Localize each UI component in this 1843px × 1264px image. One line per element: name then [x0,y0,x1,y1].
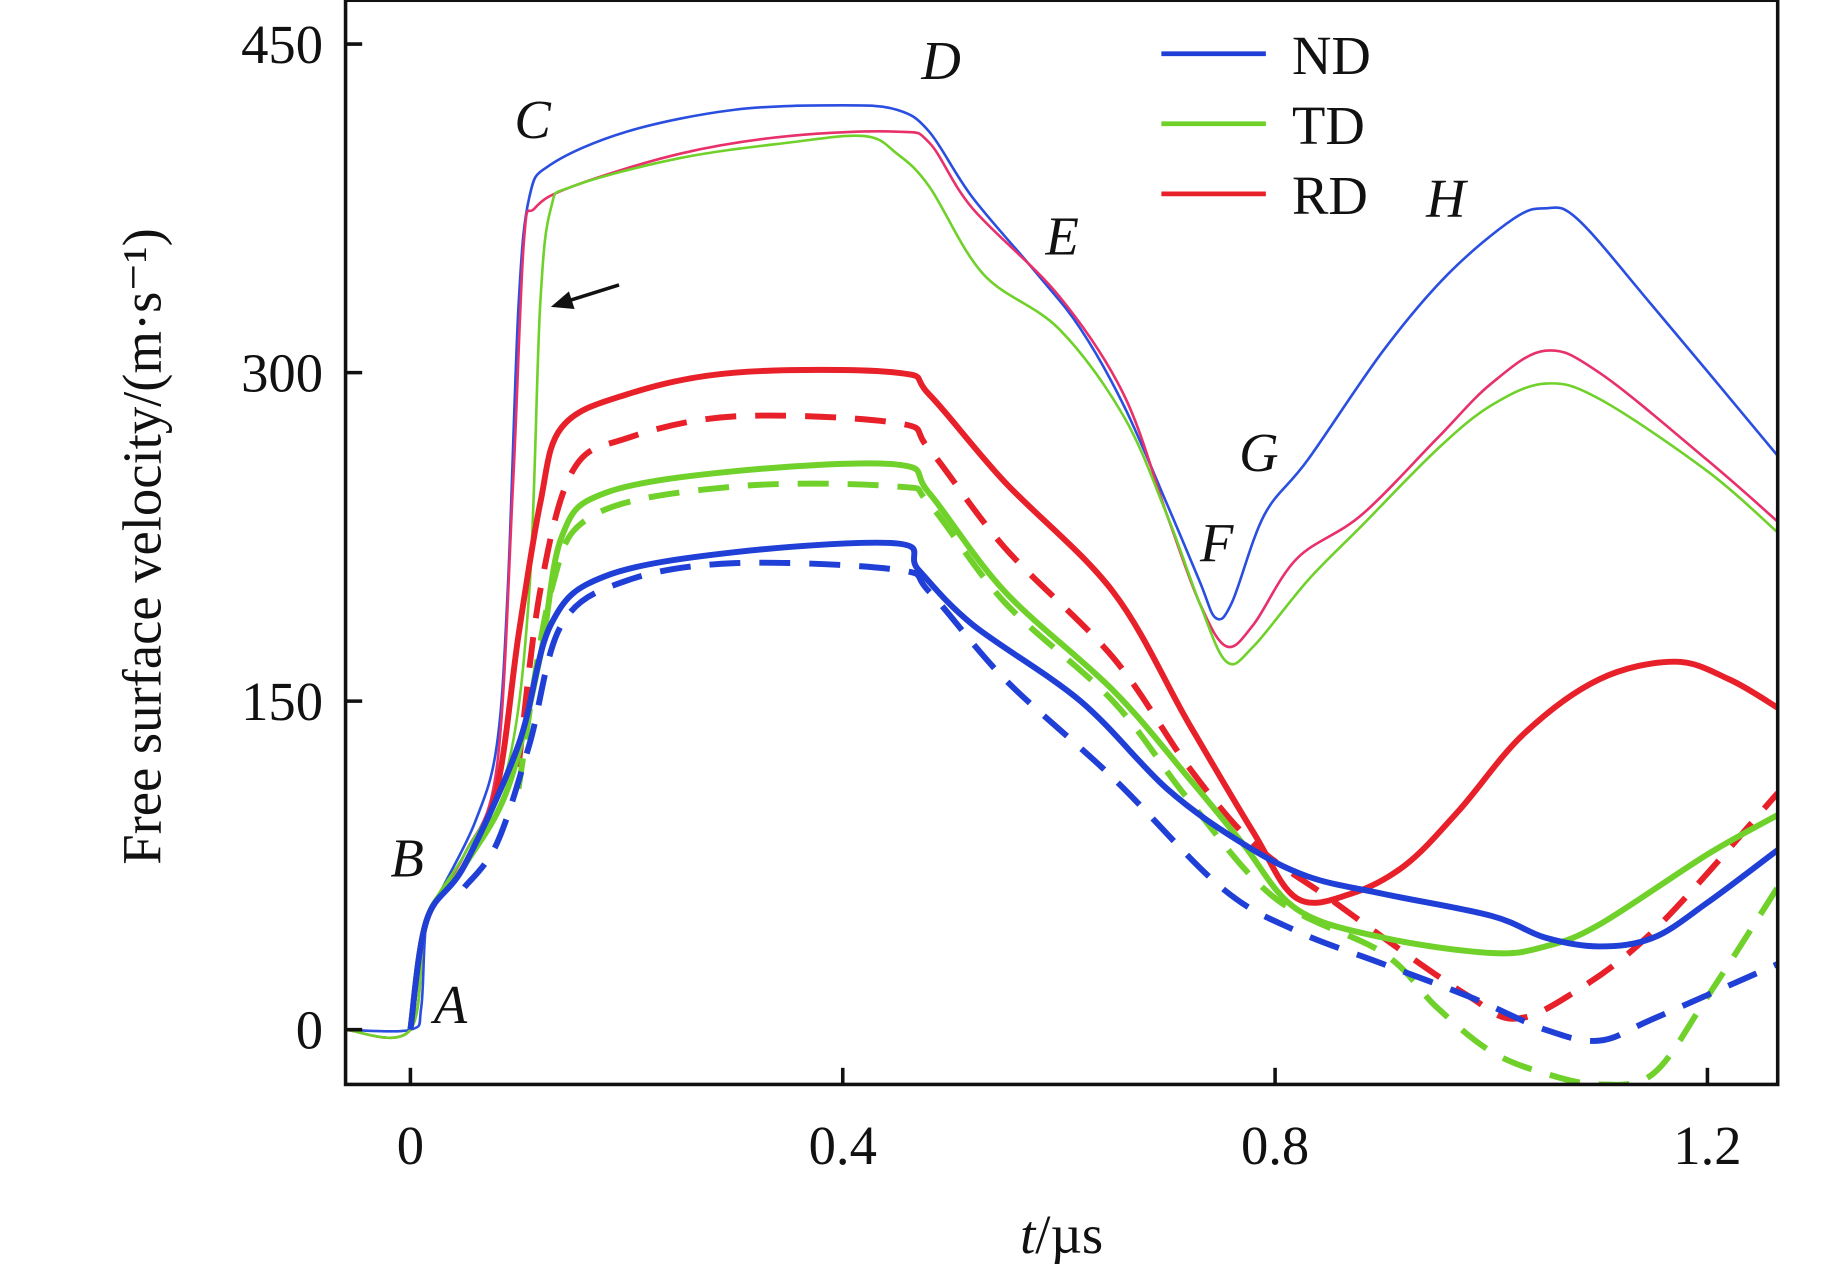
x-tick-label: 0 [397,1115,424,1176]
y-tick-label: 0 [296,1000,323,1061]
legend-label-nd: ND [1292,25,1371,86]
annotations-layer: A B C D E FG H [390,30,1468,1035]
series-td-thin-solid [345,134,1778,1040]
point-label-e: E [1044,205,1078,266]
point-label-h: H [1425,168,1468,229]
y-tick-label: 150 [241,671,323,732]
x-tick-label: 0.8 [1241,1115,1309,1176]
series-nd-thin-solid [345,104,1778,1033]
x-axis-label: t/µs [1020,1204,1103,1264]
series-nd-thick-solid [407,539,1778,1031]
point-label-b: B [390,827,423,888]
legend-label-rd: RD [1292,165,1368,226]
y-axis-label: Free surface velocity/(m·s⁻¹) [111,228,172,865]
series-td-dashed [515,480,1778,1085]
y-tick-label: 450 [241,14,323,75]
series-rd-thin-solid [345,130,1778,1040]
legend: ND TD RD [1161,25,1371,226]
legend-label-td: TD [1292,95,1365,156]
x-tick-label: 0.4 [809,1115,877,1176]
plot-frame [343,0,1780,1087]
point-label-f: F [1199,512,1234,573]
series-rd-thick-solid [407,366,1778,1031]
x-tick-label: 1.2 [1673,1115,1741,1176]
ticks-layer: 0 0.4 0.8 1.2 0 150 300 450 [241,14,1741,1176]
point-label-g: G [1239,422,1278,483]
point-label-d: D [920,30,960,91]
arrow-head-icon [550,291,575,309]
point-label-a: A [431,974,468,1035]
series-nd-dashed [462,559,1778,1044]
point-label-c: C [514,89,551,150]
y-tick-label: 300 [241,343,323,404]
